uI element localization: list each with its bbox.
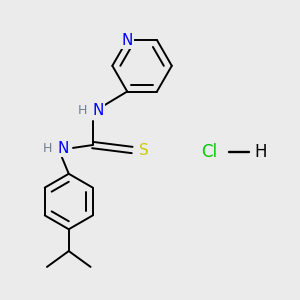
Text: S: S bbox=[139, 142, 149, 158]
Text: H: H bbox=[78, 104, 87, 117]
Text: N: N bbox=[57, 140, 68, 155]
Text: N: N bbox=[93, 103, 104, 118]
Text: H: H bbox=[255, 143, 267, 161]
Text: N: N bbox=[122, 32, 133, 47]
Text: Cl: Cl bbox=[201, 143, 218, 161]
Text: H: H bbox=[42, 142, 52, 154]
